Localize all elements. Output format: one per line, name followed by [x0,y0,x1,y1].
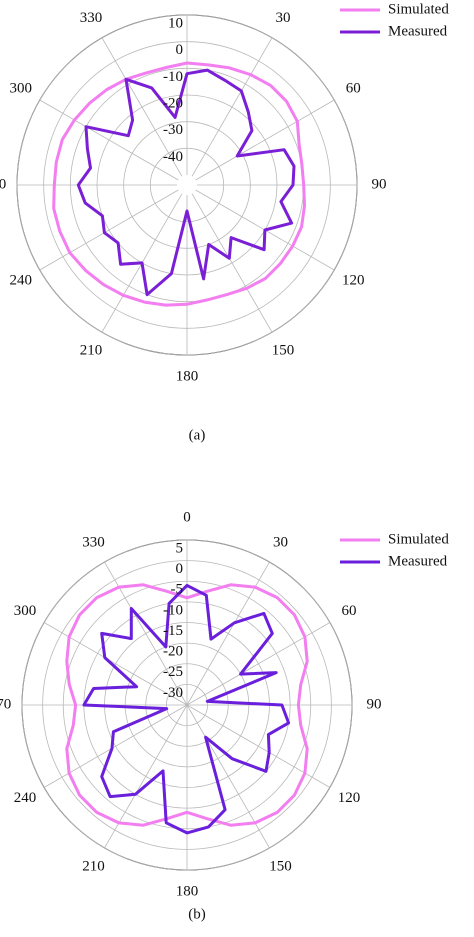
angle-label: 330 [82,534,105,550]
angle-label: 180 [176,368,199,384]
r-tick-label: -5 [171,582,184,598]
legend-label: Measured [388,23,448,39]
r-tick-label: 0 [176,42,184,58]
grid-spoke [39,189,179,271]
grid-spoke [39,99,179,181]
series-line [82,583,291,835]
legend-label: Measured [388,553,448,569]
r-tick-label: -10 [163,69,183,85]
angle-label: 210 [80,343,103,359]
angle-label: 270 [0,696,11,712]
r-tick-label: -30 [163,122,183,138]
series-line [65,583,309,827]
r-tick-label: -30 [163,685,183,701]
r-tick-label: -25 [163,664,183,680]
r-tick-label: -20 [163,644,183,660]
r-tick-label: -15 [163,623,183,639]
angle-label: 90 [367,696,382,712]
r-tick-label: 10 [168,15,183,31]
angle-label: 120 [338,790,361,806]
grid-spoke [186,561,270,706]
caption: (a) [189,427,206,443]
angle-label: 210 [82,858,105,874]
angle-label: 90 [372,176,387,192]
angle-label: 330 [80,10,103,26]
angle-label: 240 [14,790,37,806]
angle-label: 300 [14,603,37,619]
angle-label: 60 [346,80,361,96]
angle-label: 30 [276,10,291,26]
angle-label: 270 [0,176,6,192]
grid-spoke [195,99,335,181]
legend-label: Simulated [388,1,449,17]
angle-label: 0 [183,509,191,525]
angle-label: 120 [342,272,365,288]
series-line [52,61,306,307]
angle-label: 60 [341,603,356,619]
angle-label: 240 [9,272,32,288]
angle-label: 150 [272,343,295,359]
grid-spoke [186,622,331,706]
grid-spoke [191,37,273,177]
grid-spoke [186,704,270,849]
grid-spoke [101,37,183,177]
r-tick-label: 5 [176,540,184,556]
grid-spoke [43,704,188,788]
r-tick-label: -20 [163,95,183,111]
grid-spoke [191,193,273,333]
series-line [76,68,296,297]
caption: (b) [188,906,206,922]
r-tick-label: -40 [163,149,183,165]
angle-label: 150 [269,858,292,874]
angle-label: 30 [273,534,288,550]
angle-label: 300 [9,80,32,96]
r-tick-label: -10 [163,602,183,618]
angle-label: 180 [176,883,199,899]
r-tick-label: 0 [176,561,184,577]
legend-label: Simulated [388,531,449,547]
